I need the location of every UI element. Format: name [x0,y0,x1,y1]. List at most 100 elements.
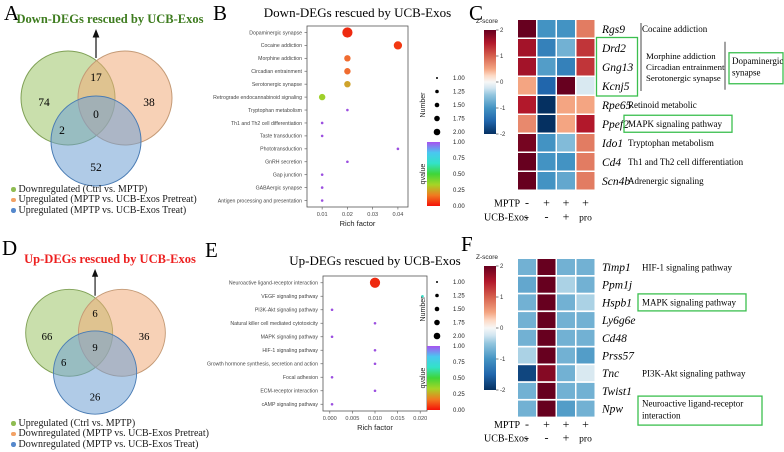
x-tick-label: 0.020 [413,416,427,422]
legend-item: Upregulated (MPTP vs. UCB-Exos Treat) [11,205,197,216]
venn-count-abc: 0 [93,109,99,121]
heatmap-cell [518,134,536,152]
panel-letter-c: C [469,1,484,25]
category-label: Taste transduction [260,134,302,140]
category-label: Th1 and Th2 cell differentiation [231,121,302,127]
data-point [344,55,351,62]
qvalue-tick-label: 1.00 [453,140,465,146]
group-pathway-line: Serotonergic synapse [646,73,721,83]
size-legend-dot [436,77,438,79]
venn-count-c_only: 26 [90,392,101,403]
heatmap-cell [518,39,536,57]
size-legend-label: 2.00 [453,130,465,136]
heatmap-cell [557,259,575,275]
heatmap-cell [518,312,536,329]
heatmap-cell [518,365,536,382]
data-point [330,335,334,339]
gene-label: Kcnj5 [601,81,630,93]
condition-name: UCB-Exos [484,213,528,224]
data-point [320,199,324,202]
legend-bullet-icon [11,421,16,426]
x-axis-title: Rich factor [340,219,376,228]
condition-value: + [543,417,550,431]
heatmap-cell [537,96,556,114]
panel-letter-b: B [213,1,228,25]
data-point [320,173,324,176]
heatmap-cell [557,276,575,293]
qvalue-tick-label: 0.00 [453,408,465,414]
data-point [320,134,324,138]
legend-label: Upregulated (MPTP vs. UCB-Exos Pretreat) [18,194,197,206]
heatmap-cell [557,134,575,152]
heatmap-cell [557,365,575,382]
data-point [344,80,351,88]
size-legend-dot [434,306,440,312]
zscore-tick-label: -1 [500,357,506,363]
data-point [330,375,334,379]
heatmap-cell [576,58,595,76]
size-legend-label: 1.25 [453,294,465,300]
pathway-annotation: interaction [642,411,681,421]
data-point [373,348,377,352]
side-pathway-line: Dopaminergic [732,56,783,66]
data-point [396,147,400,151]
heatmap-cell [537,365,556,382]
data-point [373,389,377,393]
category-label: cAMP signaling pathway [262,402,319,408]
heatmap-cell [576,276,595,293]
venn-set-circle-2 [52,330,138,415]
pathway-annotation: PI3K-Akt signaling pathway [642,369,746,379]
size-legend-label: 1.50 [453,103,465,109]
venn-d-title: Up-DEGs rescued by UCB-Exos [24,252,196,266]
qvalue-legend-title: qvalue [420,368,427,389]
heatmap-cell [576,312,595,329]
legend-label: Upregulated (Ctrl vs. MPTP) [18,417,136,429]
side-pathway-line: synapse [732,67,761,77]
heatmap-cell [518,153,536,171]
condition-value: - [525,210,529,224]
heatmap-cell [537,115,556,133]
heatmap-cell [518,172,536,190]
heatmap-cell [537,329,556,346]
heatmap-cell [557,312,575,329]
venn-count-ab: 17 [90,72,102,84]
qvalue-tick-label: 0.75 [453,156,465,162]
category-label: VEGF signaling pathway [261,294,318,300]
size-legend-label: 1.50 [453,307,465,313]
qvalue-tick-label: 0.50 [453,172,465,178]
heatmap-cell [537,382,556,399]
gene-label: Ppef2 [601,119,629,131]
heatmap-cell [557,400,575,417]
zscore-colorbar [484,30,496,134]
gene-label: Rgs9 [601,24,625,36]
condition-value: - [525,431,529,445]
panel-letter-a: A [4,1,20,25]
heatmap-cell [518,96,536,114]
venn-count-a_only: 66 [42,332,53,343]
heatmap-cell [576,134,595,152]
category-label: Retrograde endocannabinoid signaling [213,95,302,101]
title-arrow-head [92,29,100,38]
legend-item: Downregulated (MPTP vs. UCB-Exos Pretrea… [11,428,209,439]
pathway-annotation: HIF-1 signaling pathway [642,262,732,272]
x-tick-label: 0.015 [391,416,405,422]
zscore-tick-label: -2 [500,388,506,394]
venn-a-diagram: 74 38 52 17 2 0 [20,29,173,187]
condition-value: + [563,196,570,210]
condition-name: UCB-Exos [484,434,528,445]
pathway-annotation: Neuroactive ligand-receptor [642,399,743,409]
venn-count-b_only: 36 [139,332,150,343]
data-point [330,402,334,406]
category-label: MAPK signaling pathway [261,335,319,341]
group-pathway-line: Morphine addiction [646,51,716,61]
size-legend-dot [436,281,438,283]
heatmap-cell [576,153,595,171]
heatmap-cell [576,259,595,275]
panel-letter-d: D [2,236,18,260]
heatmap-cell [557,58,575,76]
category-label: Circadian entrainment [251,69,302,75]
